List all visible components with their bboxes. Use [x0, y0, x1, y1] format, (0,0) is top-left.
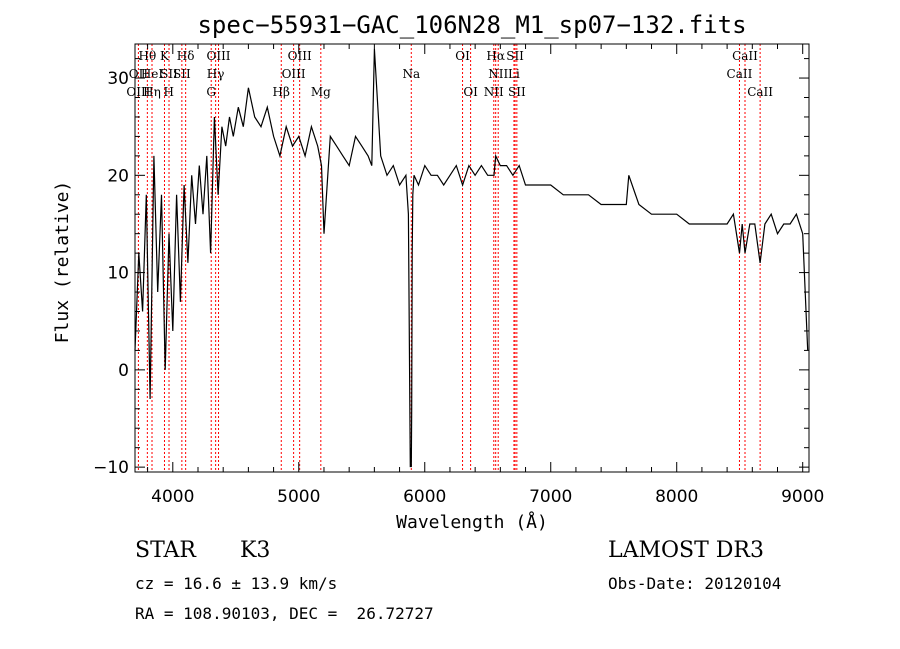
y-axis-ticks: −10 0 10 20 30	[93, 58, 809, 478]
line-marker-label: Hγ	[207, 67, 225, 81]
y-tick-label: 20	[107, 166, 129, 186]
x-tick-label: 9000	[781, 487, 824, 507]
x-axis-ticks: 4000 5000 6000 7000 8000 9000	[147, 44, 824, 507]
line-marker-label: SII	[173, 67, 191, 81]
line-marker-label: G	[206, 85, 216, 99]
line-marker-label: NII	[484, 85, 504, 99]
line-marker-label: Hβ	[273, 85, 290, 99]
y-axis-label: Flux (relative)	[52, 181, 73, 344]
line-marker-label: Hη	[143, 85, 161, 99]
line-marker-label: OIII	[206, 49, 230, 63]
line-marker-label: Hα	[486, 49, 505, 63]
line-marker-label: OII	[129, 67, 149, 81]
line-marker-label: CaII	[732, 49, 758, 63]
object-subclass: K3	[240, 538, 271, 563]
x-tick-label: 5000	[277, 487, 320, 507]
x-tick-label: 8000	[655, 487, 698, 507]
line-marker-label: H	[164, 85, 174, 99]
line-marker-label: HeI	[141, 67, 164, 81]
line-marker-label: SII	[160, 67, 178, 81]
line-marker-label: OI	[455, 49, 470, 63]
line-marker-label: K	[160, 49, 170, 63]
line-marker-label: Li	[508, 67, 520, 81]
line-marker-label: Hθ	[138, 49, 156, 63]
redshift-value: cz = 16.6 ± 13.9 km/s	[135, 574, 338, 593]
line-marker-label: CaII	[747, 85, 773, 99]
line-marker-label: Hδ	[177, 49, 195, 63]
y-tick-label: 30	[107, 69, 129, 89]
line-marker-label: NII	[488, 67, 508, 81]
y-tick-label: 10	[107, 264, 129, 284]
emission-line-markers	[137, 44, 761, 472]
line-marker-label: CaII	[727, 67, 753, 81]
x-tick-label: 7000	[529, 487, 572, 507]
coordinates: RA = 108.90103, DEC = 26.72727	[135, 604, 434, 623]
x-tick-label: 6000	[403, 487, 446, 507]
y-tick-label: −10	[93, 458, 129, 478]
y-tick-label: 0	[118, 361, 129, 381]
line-marker-label: SII	[508, 85, 526, 99]
object-class: STAR	[135, 538, 196, 563]
survey-name: LAMOST DR3	[608, 538, 764, 563]
observation-date: Obs-Date: 20120104	[608, 574, 782, 593]
x-tick-label: 4000	[151, 487, 194, 507]
line-marker-label: OI	[463, 85, 478, 99]
line-marker-label: SII	[506, 49, 524, 63]
spectrum-line	[134, 48, 809, 468]
line-marker-label: Mg	[311, 85, 331, 99]
x-axis-label: Wavelength (Å)	[396, 511, 548, 533]
plot-frame	[134, 43, 810, 473]
chart-title: spec−55931−GAC_106N28_M1_sp07−132.fits	[197, 11, 746, 39]
line-marker-label: OIII	[282, 67, 306, 81]
line-marker-label: OIII	[126, 85, 150, 99]
line-marker-label: Na	[402, 67, 420, 81]
line-marker-label: OIII	[288, 49, 312, 63]
